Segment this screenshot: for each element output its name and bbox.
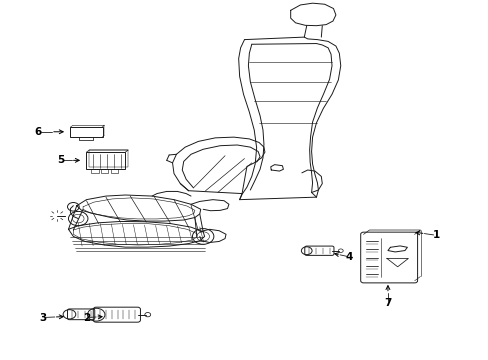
Bar [86,152,125,169]
Text: 1: 1 [432,230,439,240]
Text: 4: 4 [345,252,352,262]
Bar [101,169,108,173]
Bar [111,169,118,173]
Text: 6: 6 [34,127,41,137]
Bar [89,150,128,167]
Text: 7: 7 [384,298,391,308]
Text: 5: 5 [57,156,64,165]
Bar [91,169,99,173]
Text: 3: 3 [39,312,46,323]
Text: 2: 2 [82,312,90,323]
